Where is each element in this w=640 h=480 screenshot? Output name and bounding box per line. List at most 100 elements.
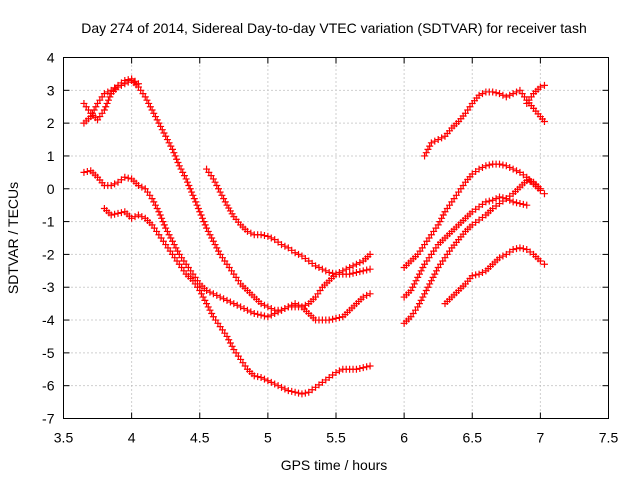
data-point (267, 305, 275, 313)
data-point (267, 234, 275, 242)
data-point (260, 232, 268, 240)
data-point (167, 234, 175, 242)
y-tick-label: -3 (42, 279, 55, 295)
data-point (216, 293, 224, 301)
data-point (349, 269, 357, 277)
data-point (349, 262, 357, 270)
data-point (214, 185, 222, 193)
data-point (352, 365, 360, 373)
data-point (177, 165, 185, 173)
data-point (183, 178, 191, 186)
data-point (214, 247, 222, 255)
data-point (496, 160, 503, 168)
series-arc-b (80, 75, 142, 127)
data-point (156, 211, 164, 219)
data-point (247, 229, 255, 237)
data-point (218, 191, 226, 199)
data-point (180, 172, 188, 180)
data-point (513, 245, 521, 253)
series-arc-f (421, 86, 548, 160)
data-point (332, 369, 340, 377)
chart-title: Day 274 of 2014, Sidereal Day-to-day VTE… (81, 20, 587, 36)
data-point (359, 293, 367, 301)
data-point (201, 221, 209, 229)
data-point (325, 316, 333, 324)
data-point (264, 232, 272, 240)
data-point (475, 270, 483, 278)
data-point (114, 209, 122, 217)
data-point (103, 99, 111, 107)
data-point (417, 296, 425, 304)
data-point (421, 152, 429, 160)
data-point (421, 290, 429, 298)
data-point (434, 136, 442, 144)
data-point (83, 168, 91, 176)
data-point (201, 296, 209, 304)
data-point (519, 200, 527, 208)
series-arc-a (80, 76, 374, 314)
data-point (422, 287, 430, 295)
data-point (257, 311, 265, 319)
data-point (260, 301, 268, 309)
data-point (90, 106, 98, 114)
data-point (155, 208, 163, 216)
data-point (250, 309, 258, 317)
data-point (264, 303, 272, 311)
data-point (436, 218, 444, 226)
data-point (179, 168, 187, 176)
data-point (260, 375, 268, 383)
data-point (165, 231, 173, 239)
data-point (145, 99, 153, 107)
data-point (124, 174, 132, 182)
data-point (315, 264, 323, 272)
data-point (489, 196, 497, 204)
data-point (415, 300, 423, 308)
y-axis-title: SDTVAR / TECUs (5, 182, 21, 294)
data-point (295, 250, 303, 258)
data-point (203, 287, 211, 295)
data-point (213, 244, 221, 252)
data-point (225, 336, 233, 344)
data-point (271, 309, 279, 317)
data-point (188, 188, 196, 196)
data-point (158, 126, 166, 134)
series-arc-h (400, 160, 548, 272)
data-point (509, 90, 517, 98)
data-point (160, 129, 168, 137)
data-point (523, 177, 531, 185)
data-point (427, 139, 435, 147)
data-point (475, 91, 483, 99)
series-arc-k (441, 244, 548, 308)
data-point (274, 382, 282, 390)
data-point (502, 162, 510, 170)
data-point (431, 270, 439, 278)
data-point (175, 162, 183, 170)
y-tick-label: -2 (42, 246, 55, 262)
data-point (158, 214, 166, 222)
data-point (220, 295, 228, 303)
data-point (163, 227, 171, 235)
data-point (363, 363, 371, 371)
data-point (482, 198, 490, 206)
data-point (138, 183, 146, 191)
x-tick-label: 4 (128, 430, 136, 446)
data-point (427, 277, 435, 285)
data-point (499, 161, 507, 169)
data-point (209, 290, 217, 298)
series-arc-g (523, 81, 548, 107)
data-point (228, 342, 236, 350)
y-tick-label: 4 (47, 50, 55, 66)
data-point (264, 377, 272, 385)
data-point (206, 231, 214, 239)
data-point (208, 309, 216, 317)
data-point (519, 245, 527, 253)
data-point (478, 90, 486, 98)
data-point (424, 283, 432, 291)
data-point (240, 305, 248, 313)
data-point (243, 306, 251, 314)
data-point (496, 90, 503, 98)
data-point (185, 181, 193, 189)
data-point (198, 214, 206, 222)
y-tick-label: -5 (42, 345, 55, 361)
